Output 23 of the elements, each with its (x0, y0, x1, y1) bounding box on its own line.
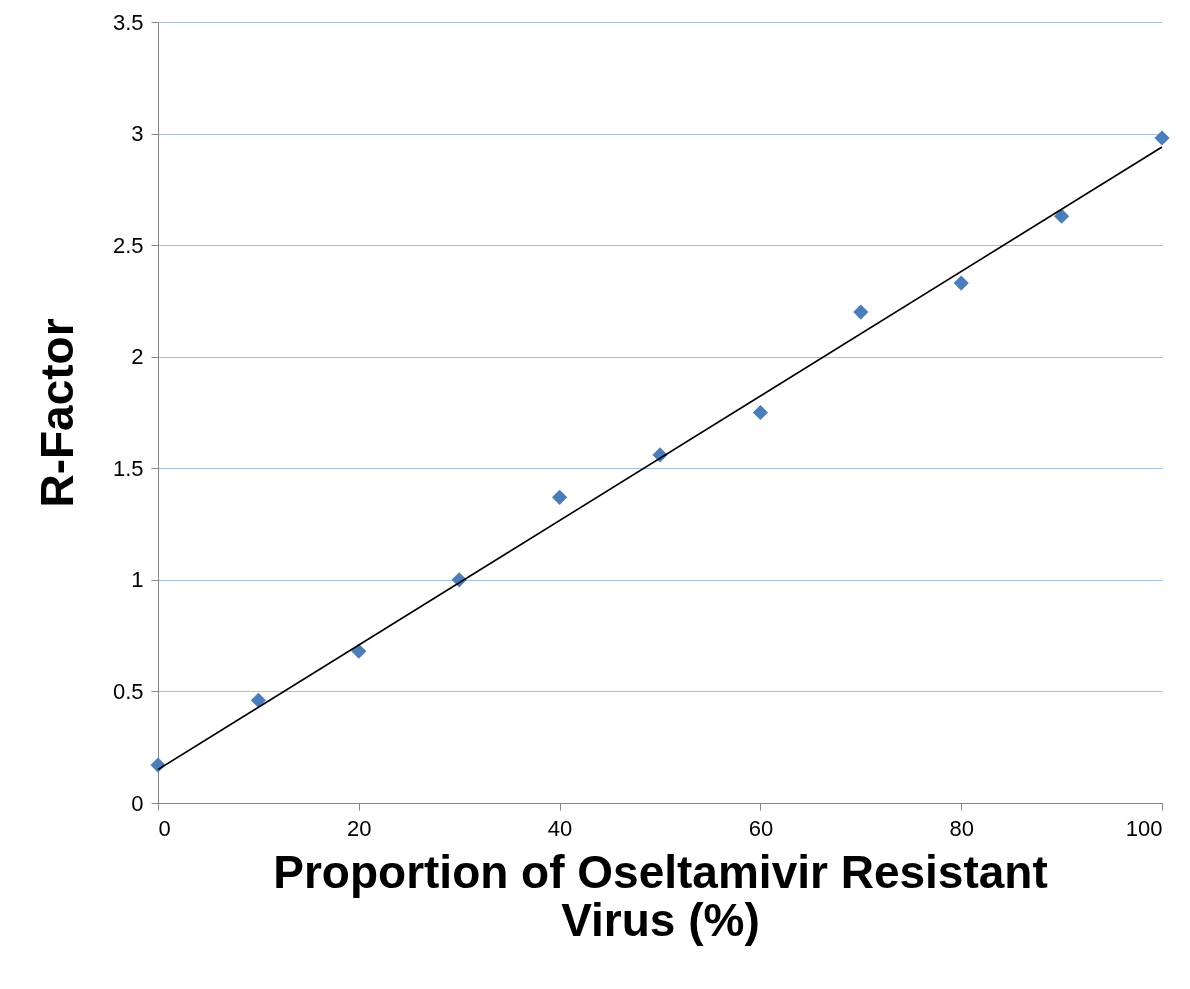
y-tick-label: 1.5 (112, 455, 144, 481)
x-tick-label: 60 (748, 815, 774, 841)
x-axis-title: Proportion of Oseltamivir Resistant Virus (%) (273, 845, 1048, 946)
point (953, 275, 969, 291)
point (1054, 208, 1070, 224)
x-tick-label: 100 (1125, 815, 1163, 841)
y-tick-label: 0 (131, 790, 144, 816)
y-tick-label: 3 (131, 121, 144, 147)
point (853, 304, 869, 320)
point (752, 404, 768, 421)
x-tick-label: 0 (158, 815, 171, 841)
y-tick-label: 0.5 (112, 678, 144, 704)
y-tick-label: 2.5 (112, 232, 144, 258)
point (552, 489, 568, 505)
y-tick-label: 3.5 (112, 9, 144, 35)
x-tick-label: 40 (547, 815, 573, 841)
y-axis-title: R-Factor (30, 318, 83, 508)
point (1154, 130, 1170, 146)
point (250, 692, 266, 708)
x-tick-label: 20 (347, 815, 372, 841)
x-tick-label: 80 (949, 815, 974, 841)
y-tick-label: 1 (131, 567, 144, 593)
y-tick-label: 2 (131, 344, 144, 370)
